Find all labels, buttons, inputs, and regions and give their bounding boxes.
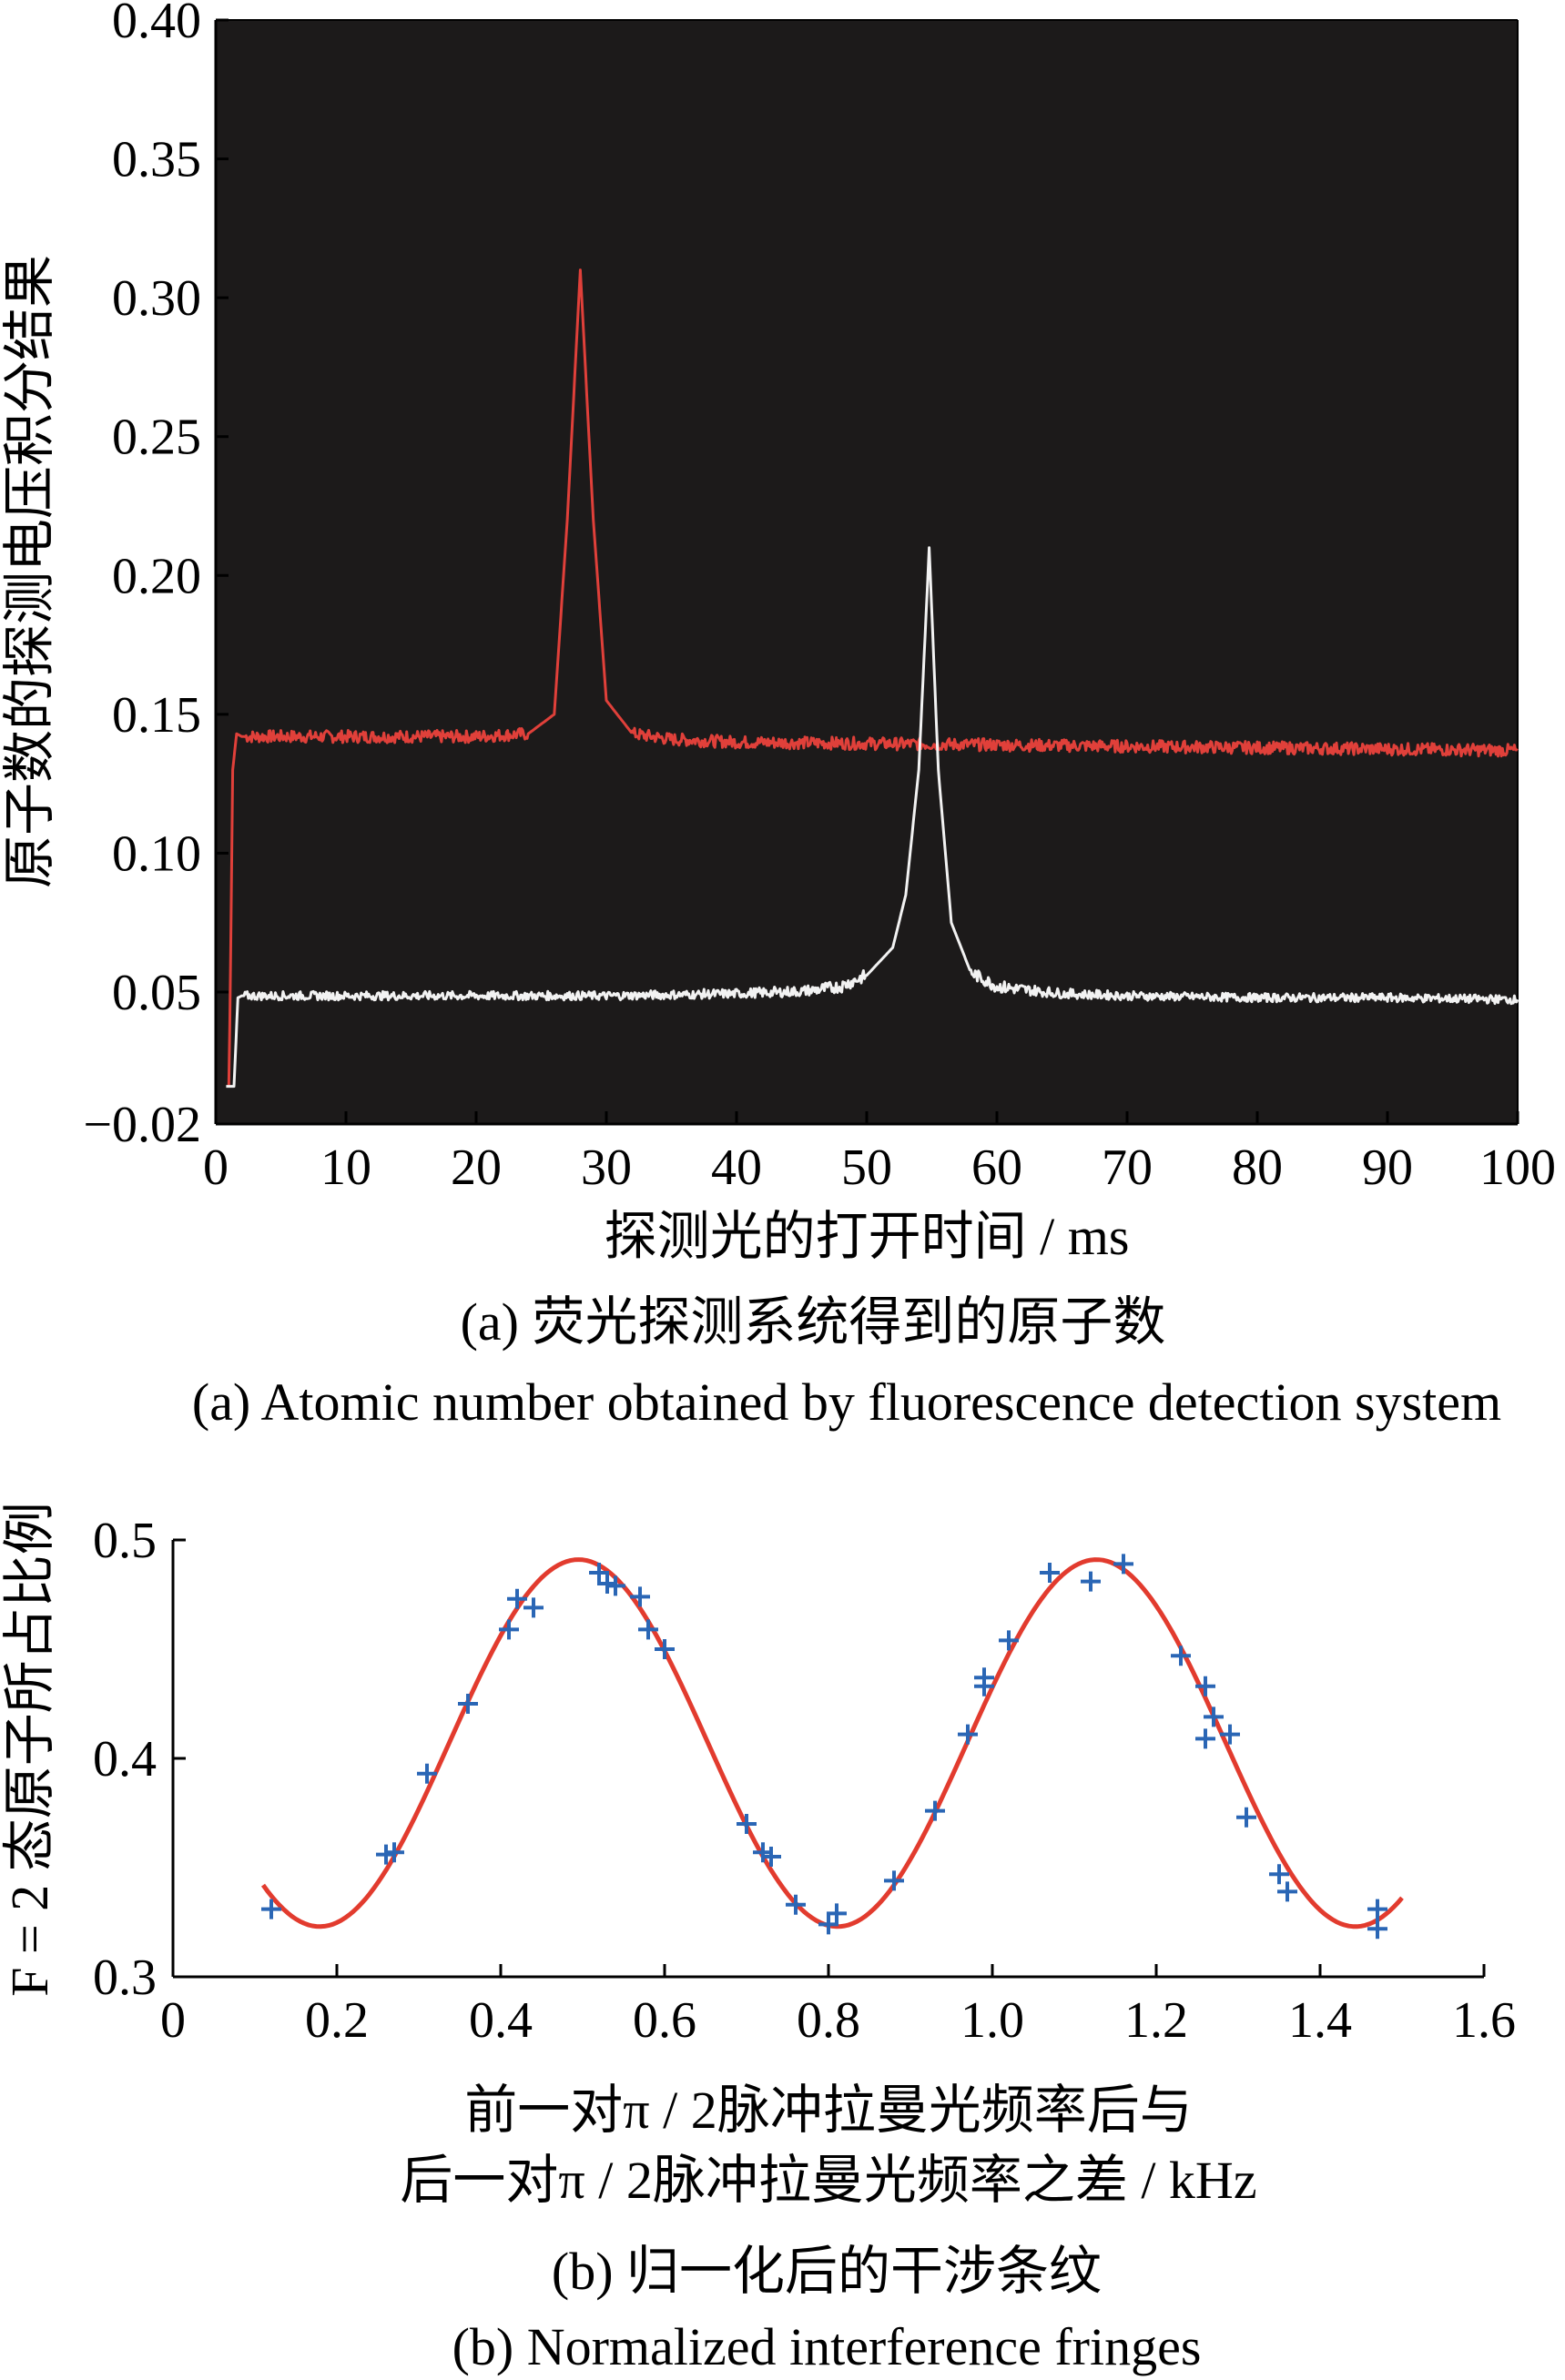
chart-b-data-point: [458, 1694, 478, 1714]
chart-b-data-point: [507, 1588, 527, 1609]
chart-b-data-point: [925, 1800, 945, 1821]
chart-b-data-point: [1269, 1864, 1289, 1885]
chart-a-x-axis-label: 探测光的打开时间 / ms: [605, 1207, 1130, 1266]
chart-b-x-axis-label-line2: 后一对π / 2脉冲拉曼光频率之差 / kHz: [400, 2151, 1256, 2210]
chart-b-data-point: [974, 1667, 994, 1688]
chart-b-y-ticks: 0.3 0.4 0.5: [93, 1513, 186, 2006]
chart-b-x-tick-label: 0.8: [797, 1992, 860, 2049]
chart-b-data-point: [589, 1563, 609, 1583]
chart-b-x-tick-label: 0.4: [469, 1992, 533, 2049]
chart-b-data-point: [1195, 1676, 1215, 1696]
chart-a-caption-cn: (a) 荧光探测系统得到的原子数: [461, 1292, 1166, 1352]
chart-b-caption-cn: (b) 归一化后的干涉条纹: [552, 2242, 1102, 2301]
chart-a-series-1-line: [227, 268, 1519, 1087]
chart-b-data-point: [1195, 1728, 1215, 1749]
chart-b-data-point: [1040, 1563, 1060, 1583]
chart-b-data-point: [1081, 1571, 1101, 1592]
chart-a-series: [226, 268, 1519, 1089]
chart-b-data-point: [884, 1870, 904, 1891]
chart-b-data-point: [638, 1619, 658, 1640]
chart-b-y-tick-label: 0.4: [93, 1731, 157, 1788]
chart-b-data-point: [384, 1842, 404, 1863]
chart-a-caption-en: (a) Atomic number obtained by fluorescen…: [192, 1372, 1501, 1432]
chart-a-y-tick-label: 0.05: [112, 965, 201, 1021]
chart-b-data-point: [523, 1597, 544, 1618]
chart-a-series-2-line: [226, 546, 1519, 1089]
chart-b-data-point: [499, 1619, 519, 1640]
chart-b-data-point: [1236, 1807, 1256, 1828]
chart-a-x-tick-label: 50: [841, 1139, 892, 1196]
chart-a-y-tick-label: 0.15: [112, 687, 201, 744]
chart-b-data-point: [999, 1630, 1019, 1651]
chart-b-y-tick-label: 0.3: [93, 1950, 157, 2006]
chart-a-x-tick-label: 10: [320, 1139, 371, 1196]
chart-a-y-tick-label: 0.10: [112, 825, 201, 882]
chart-b-data-point: [261, 1899, 281, 1919]
chart-b-x-tick-label: 1.4: [1288, 1992, 1352, 2049]
chart-b-data-point: [958, 1724, 978, 1745]
chart-a-x-tick-label: 0: [203, 1139, 229, 1196]
chart-a-y-tick-label: 0.25: [112, 410, 201, 466]
chart-b-data-point: [1220, 1724, 1240, 1745]
chart-b-data-point: [1171, 1646, 1191, 1666]
chart-b-data-point: [630, 1586, 650, 1607]
chart-b-x-tick-label: 1.0: [960, 1992, 1024, 2049]
chart-b-data-point: [605, 1575, 625, 1596]
chart-b-data-point: [786, 1894, 806, 1915]
chart-b-data-point: [761, 1847, 781, 1867]
chart-a-y-tick-label: 0.30: [112, 270, 201, 327]
chart-b-y-tick-label: 0.5: [93, 1513, 157, 1569]
chart-a-x-ticks: 0 10 20 30 40 50 60 70 80 90 100: [203, 1111, 1556, 1196]
chart-a-y-axis-label: 原子数的探测电压积分结果: [0, 255, 59, 888]
chart-a-y-ticks: −0.02 0.05 0.10 0.15 0.20 0.25 0.30 0.35 0.40: [83, 0, 229, 1153]
chart-b-data-point: [818, 1914, 838, 1935]
chart-a-x-tick-label: 30: [581, 1139, 632, 1196]
chart-a-plot-background: [216, 20, 1518, 1124]
chart-b-data-point: [1367, 1899, 1387, 1919]
chart-b-x-axis-label-line1: 前一对π / 2脉冲拉曼光频率后与: [464, 2081, 1192, 2140]
chart-b-x-ticks: 0 0.2 0.4 0.6 0.8 1.0 1.2 1.4 1.6: [160, 1964, 1516, 2049]
chart-b-data-point: [827, 1903, 847, 1924]
chart-b-data-point: [1204, 1707, 1224, 1727]
chart-b-x-tick-label: 1.6: [1452, 1992, 1516, 2049]
chart-b-points: [261, 1554, 1387, 1939]
chart-a-y-tick-label: 0.35: [112, 132, 201, 188]
chart-b-x-tick-label: 0: [160, 1992, 186, 2049]
chart-a-x-tick-label: 80: [1232, 1139, 1283, 1196]
chart-b-data-point: [737, 1814, 757, 1834]
chart-b-x-tick-label: 0.6: [633, 1992, 696, 2049]
chart-b: 0.3 0.4 0.5 0 0.2 0.4 0.6 0.8 1.0 1.2 1.4 1.6 前一对π…: [0, 1502, 1516, 2376]
chart-a-x-tick-label: 90: [1362, 1139, 1413, 1196]
chart-b-data-point: [1277, 1881, 1297, 1902]
chart-a-y-tick-label: −0.02: [83, 1097, 201, 1153]
chart-b-y-axis-label: F = 2 态原子所占比例: [0, 1502, 59, 1996]
chart-b-data-point: [417, 1763, 437, 1784]
chart-b-x-tick-label: 0.2: [305, 1992, 369, 2049]
chart-b-caption-en: (b) Normalized interference fringes: [452, 2317, 1202, 2376]
chart-a-x-tick-label: 20: [451, 1139, 502, 1196]
chart-a-x-tick-label: 60: [971, 1139, 1022, 1196]
chart-b-x-tick-label: 1.2: [1124, 1992, 1188, 2049]
chart-b-data-point: [1113, 1554, 1133, 1575]
chart-b-data-point: [655, 1639, 675, 1659]
chart-a: −0.02 0.05 0.10 0.15 0.20 0.25 0.30 0.35 0.40 0 1…: [0, 0, 1556, 1432]
chart-a-x-tick-label: 100: [1479, 1139, 1556, 1196]
chart-a-y-tick-label: 0.40: [112, 0, 201, 49]
chart-a-x-tick-label: 40: [711, 1139, 762, 1196]
chart-b-data-point: [1367, 1919, 1387, 1939]
chart-a-x-tick-label: 70: [1102, 1139, 1153, 1196]
chart-a-y-tick-label: 0.20: [112, 548, 201, 604]
